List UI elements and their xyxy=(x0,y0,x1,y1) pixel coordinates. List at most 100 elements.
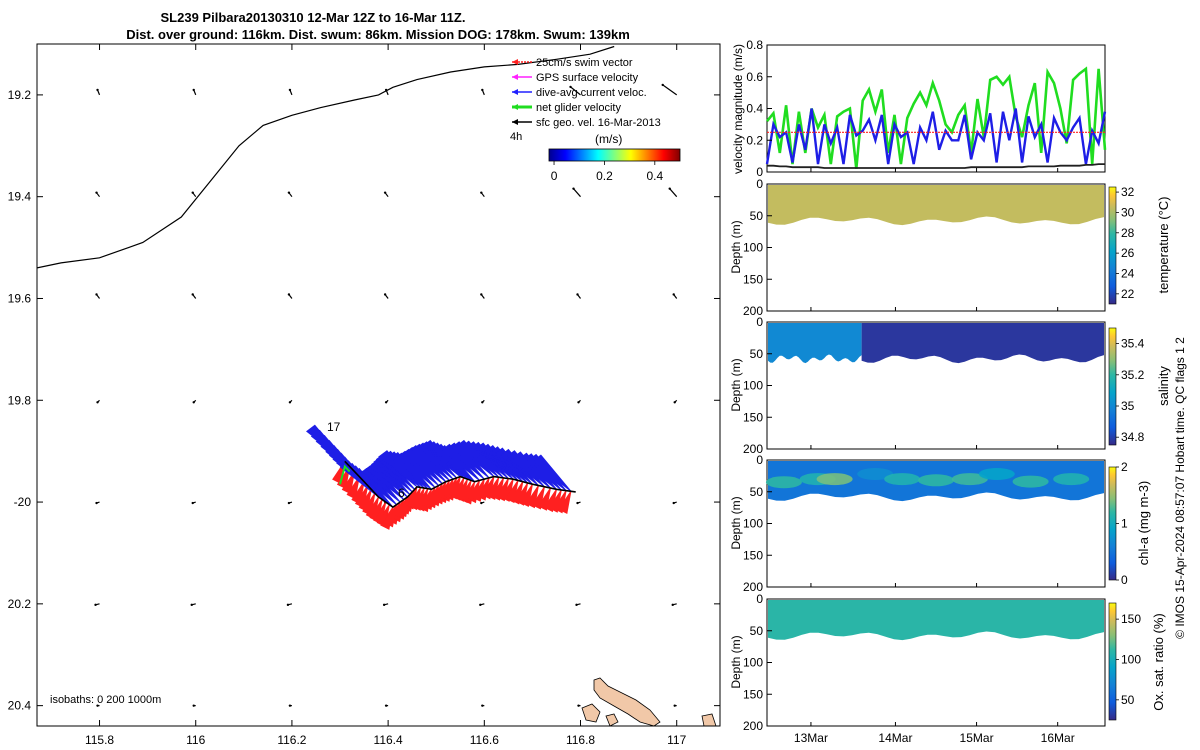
surface-geostrophic-arrows xyxy=(94,83,678,707)
geo-velocity-arrowhead xyxy=(673,401,676,404)
map-content: 17 6 xyxy=(37,45,717,726)
swim-vector xyxy=(558,490,572,514)
geo-velocity-arrowhead xyxy=(192,704,195,707)
map-y-tick-label: 20.2 xyxy=(8,597,32,611)
geo-velocity-arrowhead xyxy=(95,293,98,296)
geo-velocity-arrowhead xyxy=(384,704,388,707)
geo-velocity-arrowhead xyxy=(288,401,292,404)
geo-velocity-arrowhead xyxy=(191,293,194,296)
chl-panel: 0 50 100 150 200 Depth (m) 0 1 2 chl-a (mg m-3… xyxy=(729,453,1151,594)
depth-tick-label: 100 xyxy=(743,656,763,670)
geo-velocity-arrowhead xyxy=(672,501,675,505)
geo-velocity-arrowhead xyxy=(384,401,388,404)
geo-velocity-arrowhead xyxy=(671,603,674,607)
geo-velocity-arrowhead xyxy=(95,191,98,194)
colorbar-tick-label: 1 xyxy=(1121,517,1128,531)
geo-velocity-arrowhead xyxy=(288,704,292,707)
temperature-cblabel: temperature (°C) xyxy=(1156,197,1171,294)
map-title-line2: Dist. over ground: 116km. Dist. swum: 86… xyxy=(126,27,630,42)
geo-velocity-arrowhead xyxy=(286,603,290,607)
coastline xyxy=(37,45,615,269)
island-shape xyxy=(593,677,661,726)
salinity-field-early xyxy=(768,323,862,364)
depth-tick-label: 50 xyxy=(750,209,764,223)
glider-track xyxy=(344,460,576,509)
time-series-panels: 0 0.2 0.4 0.6 0.8 velocity magnitude (m/s) 0… xyxy=(729,38,1187,745)
depth-tick-label: 0 xyxy=(756,177,763,191)
map-x-tick-label: 116.6 xyxy=(470,733,499,747)
colorbar-tick-label: 28 xyxy=(1121,226,1135,240)
salinity-ylabel: Depth (m) xyxy=(729,358,743,411)
temperature-field xyxy=(768,185,1104,226)
geo-velocity-arrowhead xyxy=(480,293,483,296)
geo-velocity-arrowhead xyxy=(382,603,386,607)
geo-velocity-arrowhead xyxy=(191,191,194,194)
velocity-y-tick-label: 0.2 xyxy=(746,133,763,147)
geo-velocity-arrowhead xyxy=(95,501,98,505)
chl-patch xyxy=(951,473,988,486)
geo-velocity-arrowhead xyxy=(672,293,675,296)
chl-patch xyxy=(918,474,954,487)
salinity-panel: 0 50 100 150 200 Depth (m) 34.8 35 35.2 35.4 sa… xyxy=(729,315,1171,456)
oxygen-ylabel: Depth (m) xyxy=(729,635,743,688)
current-vector xyxy=(532,454,572,492)
map-y-tick-label: -20 xyxy=(14,495,32,509)
map-x-tick-label: 116.4 xyxy=(374,733,403,747)
net-velocity-vector xyxy=(339,464,351,485)
depth-tick-label: 200 xyxy=(743,304,763,318)
velocity-y-tick-label: 0.8 xyxy=(746,38,763,52)
oxygen-field xyxy=(768,600,1104,641)
velocity-panel: 0 0.2 0.4 0.6 0.8 velocity magnitude (m/s) xyxy=(731,38,1107,179)
map-y-ticks: 19.2 19.4 19.6 19.8 -20 20.2 20.4 xyxy=(8,88,720,713)
colorbar-tick-label: 100 xyxy=(1121,652,1141,666)
colorbar-tick-label: 24 xyxy=(1121,266,1135,280)
time-axis-ticks: 13Mar 14Mar 15Mar 16Mar xyxy=(794,168,1075,745)
swim-vector xyxy=(362,492,376,516)
oxygen-cblabel: Ox. sat. ratio (%) xyxy=(1151,613,1166,711)
chl-patch xyxy=(816,473,853,486)
oxygen-y-ticks: 0 50 100 150 200 xyxy=(743,592,772,733)
map-title-line1: SL239 Pilbara20130310 12-Mar 12Z to 16-M… xyxy=(161,10,466,25)
map-x-tick-label: 117 xyxy=(667,733,686,747)
map-x-tick-label: 116 xyxy=(186,733,205,747)
salinity-field-late xyxy=(861,323,1104,364)
chl-patch xyxy=(765,476,802,489)
depth-tick-label: 50 xyxy=(750,347,764,361)
time-tick-label: 16Mar xyxy=(1041,731,1075,745)
time-tick-label: 15Mar xyxy=(960,731,994,745)
oxygen-colorbar-ticks: 50 100 150 xyxy=(1116,612,1141,707)
chl-ylabel: Depth (m) xyxy=(729,496,743,549)
map-y-tick-label: 20.4 xyxy=(8,699,32,713)
depth-tick-label: 100 xyxy=(743,241,763,255)
geo-velocity-arrowhead xyxy=(190,603,193,607)
map-y-tick-label: 19.6 xyxy=(8,291,32,305)
geo-velocity-arrowhead xyxy=(287,293,291,296)
chl-patch xyxy=(978,468,1015,480)
chl-cblabel: chl-a (mg m-3) xyxy=(1136,481,1151,566)
geo-velocity-arrowhead xyxy=(192,401,195,404)
chl-colorbar-ticks: 0 1 2 xyxy=(1116,460,1128,587)
legend-swatch-arrowhead xyxy=(512,59,518,65)
chl-colorbar xyxy=(1108,466,1117,581)
depth-tick-label: 50 xyxy=(750,624,764,638)
island-shape xyxy=(581,703,601,723)
colorbar-tick-label: 34.8 xyxy=(1121,430,1145,444)
geo-velocity-arrow xyxy=(570,86,581,96)
legend-label: 25cm/s swim vector xyxy=(536,57,633,69)
geo-velocity-arrowhead xyxy=(96,88,99,92)
chl-y-ticks: 0 50 100 150 200 xyxy=(743,453,772,594)
legend-colorbar xyxy=(548,148,681,162)
map-axes-box xyxy=(36,43,721,727)
depth-tick-label: 0 xyxy=(756,592,763,606)
velocity-y-tick-label: 0.4 xyxy=(746,102,763,116)
geo-velocity-arrowhead xyxy=(287,191,291,194)
legend-colorbar-tick-label: 0.4 xyxy=(646,169,663,183)
geo-velocity-arrowhead xyxy=(96,401,99,404)
geo-velocity-arrowhead xyxy=(480,191,483,194)
depth-tick-label: 200 xyxy=(743,580,763,594)
temperature-panel: 0 50 100 150 200 Depth (m) 22 24 26 28 30 32 temp… xyxy=(729,177,1171,318)
glider-vector-fans xyxy=(306,424,572,530)
colorbar-tick-label: 30 xyxy=(1121,205,1135,219)
geo-velocity-arrowhead xyxy=(576,293,579,296)
